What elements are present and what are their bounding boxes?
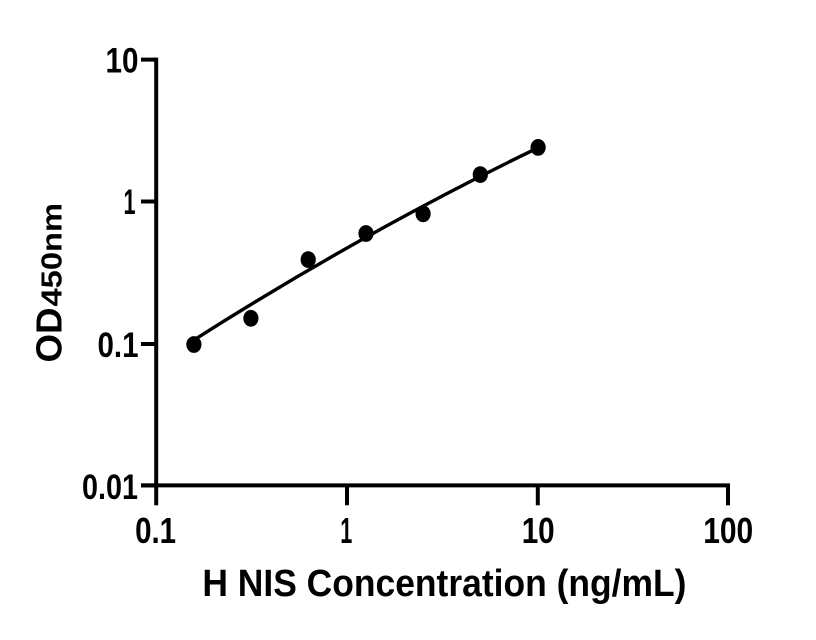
svg-text:0.1: 0.1 (98, 326, 139, 365)
svg-text:1: 1 (340, 510, 352, 551)
svg-text:10: 10 (522, 510, 555, 551)
svg-text:0.1: 0.1 (135, 510, 176, 551)
svg-text:1: 1 (124, 183, 136, 222)
svg-text:100: 100 (703, 510, 753, 551)
svg-text:450nm: 450nm (37, 203, 69, 307)
svg-text:H NIS Concentration (ng/mL): H NIS Concentration (ng/mL) (202, 563, 686, 605)
svg-text:0.01: 0.01 (82, 468, 138, 507)
svg-text:10: 10 (106, 41, 139, 80)
svg-text:OD: OD (29, 308, 70, 363)
